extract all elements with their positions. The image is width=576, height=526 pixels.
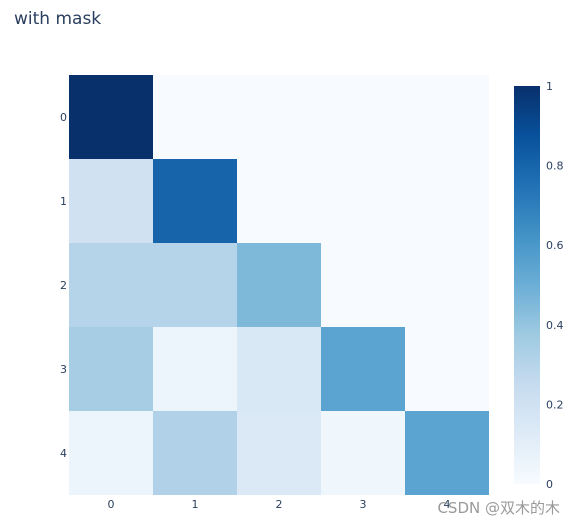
heatmap-cell bbox=[405, 411, 489, 495]
y-tick-label: 1 bbox=[60, 195, 67, 208]
y-tick-label: 0 bbox=[60, 111, 67, 124]
heatmap-cell bbox=[153, 159, 237, 243]
heatmap-cell bbox=[153, 243, 237, 327]
masked-cell bbox=[405, 327, 489, 411]
heatmap-cell bbox=[69, 327, 153, 411]
x-tick-label: 1 bbox=[192, 498, 199, 511]
masked-cell bbox=[321, 75, 405, 159]
heatmap-cell bbox=[69, 159, 153, 243]
heatmap-cell bbox=[321, 411, 405, 495]
masked-cell bbox=[405, 159, 489, 243]
heatmap-cell bbox=[237, 327, 321, 411]
x-tick-label: 2 bbox=[276, 498, 283, 511]
x-tick-label: 0 bbox=[108, 498, 115, 511]
y-axis-ticks: 0 1 2 3 4 bbox=[60, 111, 67, 460]
heatmap-cell bbox=[237, 411, 321, 495]
masked-cell bbox=[153, 75, 237, 159]
colorbar-tick-label: 1 bbox=[546, 80, 553, 93]
colorbar-tick-label: 0.8 bbox=[546, 160, 564, 173]
y-tick-label: 4 bbox=[60, 447, 67, 460]
masked-cell bbox=[405, 243, 489, 327]
x-axis-ticks: 0 1 2 3 4 bbox=[108, 498, 451, 511]
colorbar-gradient bbox=[514, 86, 540, 484]
heatmap-cell bbox=[69, 75, 153, 159]
x-tick-label: 3 bbox=[360, 498, 367, 511]
colorbar-tick-label: 0 bbox=[546, 478, 553, 491]
masked-cell bbox=[237, 75, 321, 159]
heatmap-cell bbox=[69, 243, 153, 327]
heatmap-cell bbox=[237, 243, 321, 327]
chart-title: with mask bbox=[14, 9, 101, 29]
y-tick-label: 2 bbox=[60, 279, 67, 292]
heatmap-cell bbox=[153, 411, 237, 495]
colorbar-ticks: 0 0.2 0.4 0.6 0.8 1 bbox=[546, 80, 564, 491]
heatmap-cell bbox=[69, 411, 153, 495]
masked-cell bbox=[237, 159, 321, 243]
heatmap-cells bbox=[69, 75, 489, 495]
x-tick-label: 4 bbox=[444, 498, 451, 511]
heatmap-cell bbox=[153, 327, 237, 411]
colorbar-tick-label: 0.4 bbox=[546, 319, 564, 332]
masked-cell bbox=[321, 159, 405, 243]
y-tick-label: 3 bbox=[60, 363, 67, 376]
masked-cell bbox=[321, 243, 405, 327]
colorbar-tick-label: 0.6 bbox=[546, 239, 564, 252]
colorbar-tick-label: 0.2 bbox=[546, 398, 564, 411]
heatmap-cell bbox=[321, 327, 405, 411]
colorbar: 0 0.2 0.4 0.6 0.8 1 bbox=[514, 80, 564, 491]
watermark: CSDN @双木的木 bbox=[437, 499, 560, 517]
masked-cell bbox=[405, 75, 489, 159]
